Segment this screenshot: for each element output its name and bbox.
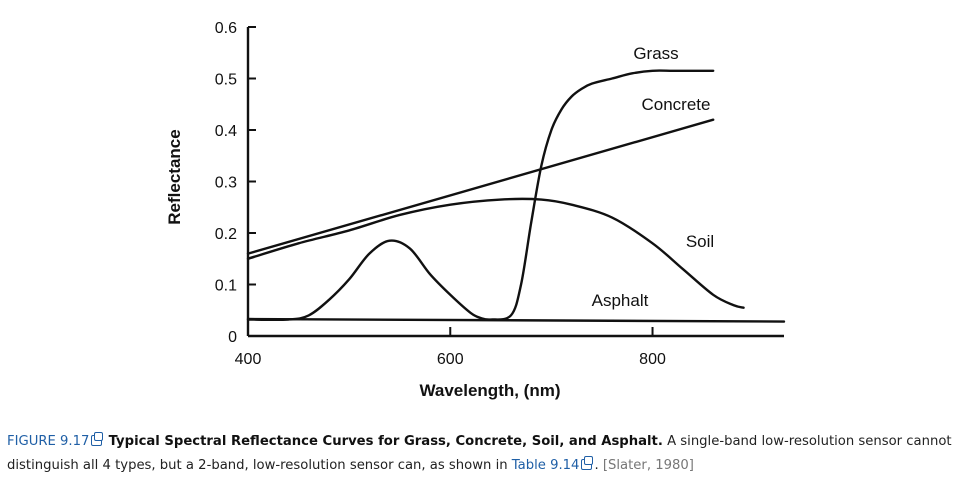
series-label-concrete: Concrete — [642, 95, 711, 114]
caption-period: . — [594, 458, 599, 473]
chart-axes: 0 0.1 0.2 0.3 0.4 0.5 0.6 400 600 800 — [215, 20, 784, 368]
y-tick-label: 0.1 — [215, 278, 237, 295]
x-tick-label: 600 — [437, 351, 464, 368]
reflectance-chart: 0 0.1 0.2 0.3 0.4 0.5 0.6 400 600 800 Grass Concre… — [165, 20, 786, 400]
figure-label[interactable]: FIGURE 9.17 — [7, 434, 90, 449]
chart-curves — [246, 69, 786, 323]
x-tick-label: 400 — [235, 351, 262, 368]
series-line-concrete — [246, 118, 715, 255]
series-line-soil — [246, 197, 745, 309]
series-label-grass: Grass — [633, 44, 678, 63]
series-label-soil: Soil — [686, 232, 714, 251]
x-axis-title: Wavelength, (nm) — [419, 381, 560, 400]
y-tick-label: 0.2 — [215, 226, 237, 243]
y-tick-label: 0.5 — [215, 72, 237, 89]
chart-series-labels: Grass Concrete Soil Asphalt — [592, 44, 715, 310]
figure-title: Typical Spectral Reflectance Curves for … — [108, 434, 663, 449]
y-axis-title: Reflectance — [165, 129, 184, 224]
external-link-icon[interactable] — [581, 456, 594, 470]
series-label-asphalt: Asphalt — [592, 291, 649, 310]
x-tick-label: 800 — [639, 351, 666, 368]
y-tick-label: 0.3 — [215, 175, 237, 192]
y-tick-label: 0.4 — [215, 123, 237, 140]
figure-caption: FIGURE 9.17 Typical Spectral Reflectance… — [7, 430, 962, 478]
y-tick-label: 0 — [228, 329, 237, 346]
series-line-asphalt — [246, 317, 786, 323]
table-link[interactable]: Table 9.14 — [511, 458, 580, 473]
y-tick-label: 0.6 — [215, 20, 237, 37]
series-line-grass — [246, 69, 715, 322]
caption-text: A single-band low-resolution sensor cann… — [7, 434, 952, 473]
citation: [Slater, 1980] — [602, 458, 694, 473]
external-link-icon[interactable] — [91, 432, 104, 446]
